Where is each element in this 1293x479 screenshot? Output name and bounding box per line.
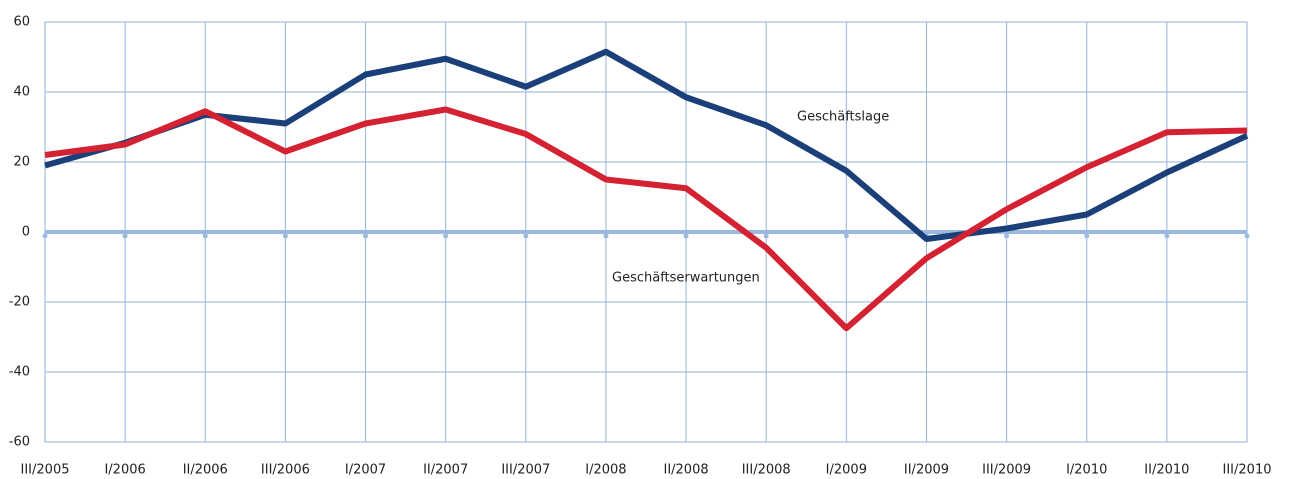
x-tick-label: II/2007 bbox=[423, 463, 468, 478]
x-tick-mark bbox=[42, 233, 48, 239]
x-tick-label: I/2007 bbox=[345, 463, 386, 478]
y-tick-label: -20 bbox=[9, 295, 30, 310]
y-tick-label: 20 bbox=[13, 155, 30, 170]
x-tick-mark bbox=[843, 233, 849, 239]
x-tick-mark bbox=[1244, 233, 1250, 239]
y-tick-label: -40 bbox=[9, 365, 30, 380]
x-tick-label: II/2008 bbox=[663, 463, 708, 478]
y-tick-label: 0 bbox=[22, 225, 30, 240]
x-tick-label: I/2008 bbox=[585, 463, 626, 478]
x-tick-label: III/2009 bbox=[982, 463, 1031, 478]
x-tick-mark bbox=[363, 233, 369, 239]
y-tick-label: 40 bbox=[13, 85, 30, 100]
x-tick-mark bbox=[443, 233, 449, 239]
x-tick-mark bbox=[122, 233, 128, 239]
series-label: Geschäftserwartungen bbox=[612, 271, 760, 286]
x-tick-label: III/2005 bbox=[21, 463, 70, 478]
x-tick-label: III/2007 bbox=[501, 463, 550, 478]
x-tick-label: II/2006 bbox=[183, 463, 228, 478]
x-tick-mark bbox=[603, 233, 609, 239]
series-label: Geschäftslage bbox=[797, 110, 889, 125]
x-tick-mark bbox=[1084, 233, 1090, 239]
x-tick-label: II/2010 bbox=[1144, 463, 1189, 478]
x-tick-mark bbox=[282, 233, 288, 239]
series-line bbox=[44, 48, 1249, 242]
series-line bbox=[44, 106, 1248, 332]
x-tick-mark bbox=[1164, 233, 1170, 239]
x-tick-label: III/2010 bbox=[1223, 463, 1272, 478]
x-tick-label: I/2009 bbox=[826, 463, 867, 478]
x-tick-label: III/2008 bbox=[742, 463, 791, 478]
x-tick-mark bbox=[523, 233, 529, 239]
y-tick-label: -60 bbox=[9, 435, 30, 450]
x-tick-mark bbox=[763, 233, 769, 239]
x-tick-mark bbox=[1004, 233, 1010, 239]
x-tick-label: I/2010 bbox=[1066, 463, 1107, 478]
x-tick-mark bbox=[683, 233, 689, 239]
y-tick-label: 60 bbox=[13, 15, 30, 30]
x-tick-label: III/2006 bbox=[261, 463, 310, 478]
x-tick-label: I/2006 bbox=[104, 463, 145, 478]
x-tick-mark bbox=[202, 233, 208, 239]
x-tick-label: II/2009 bbox=[904, 463, 949, 478]
